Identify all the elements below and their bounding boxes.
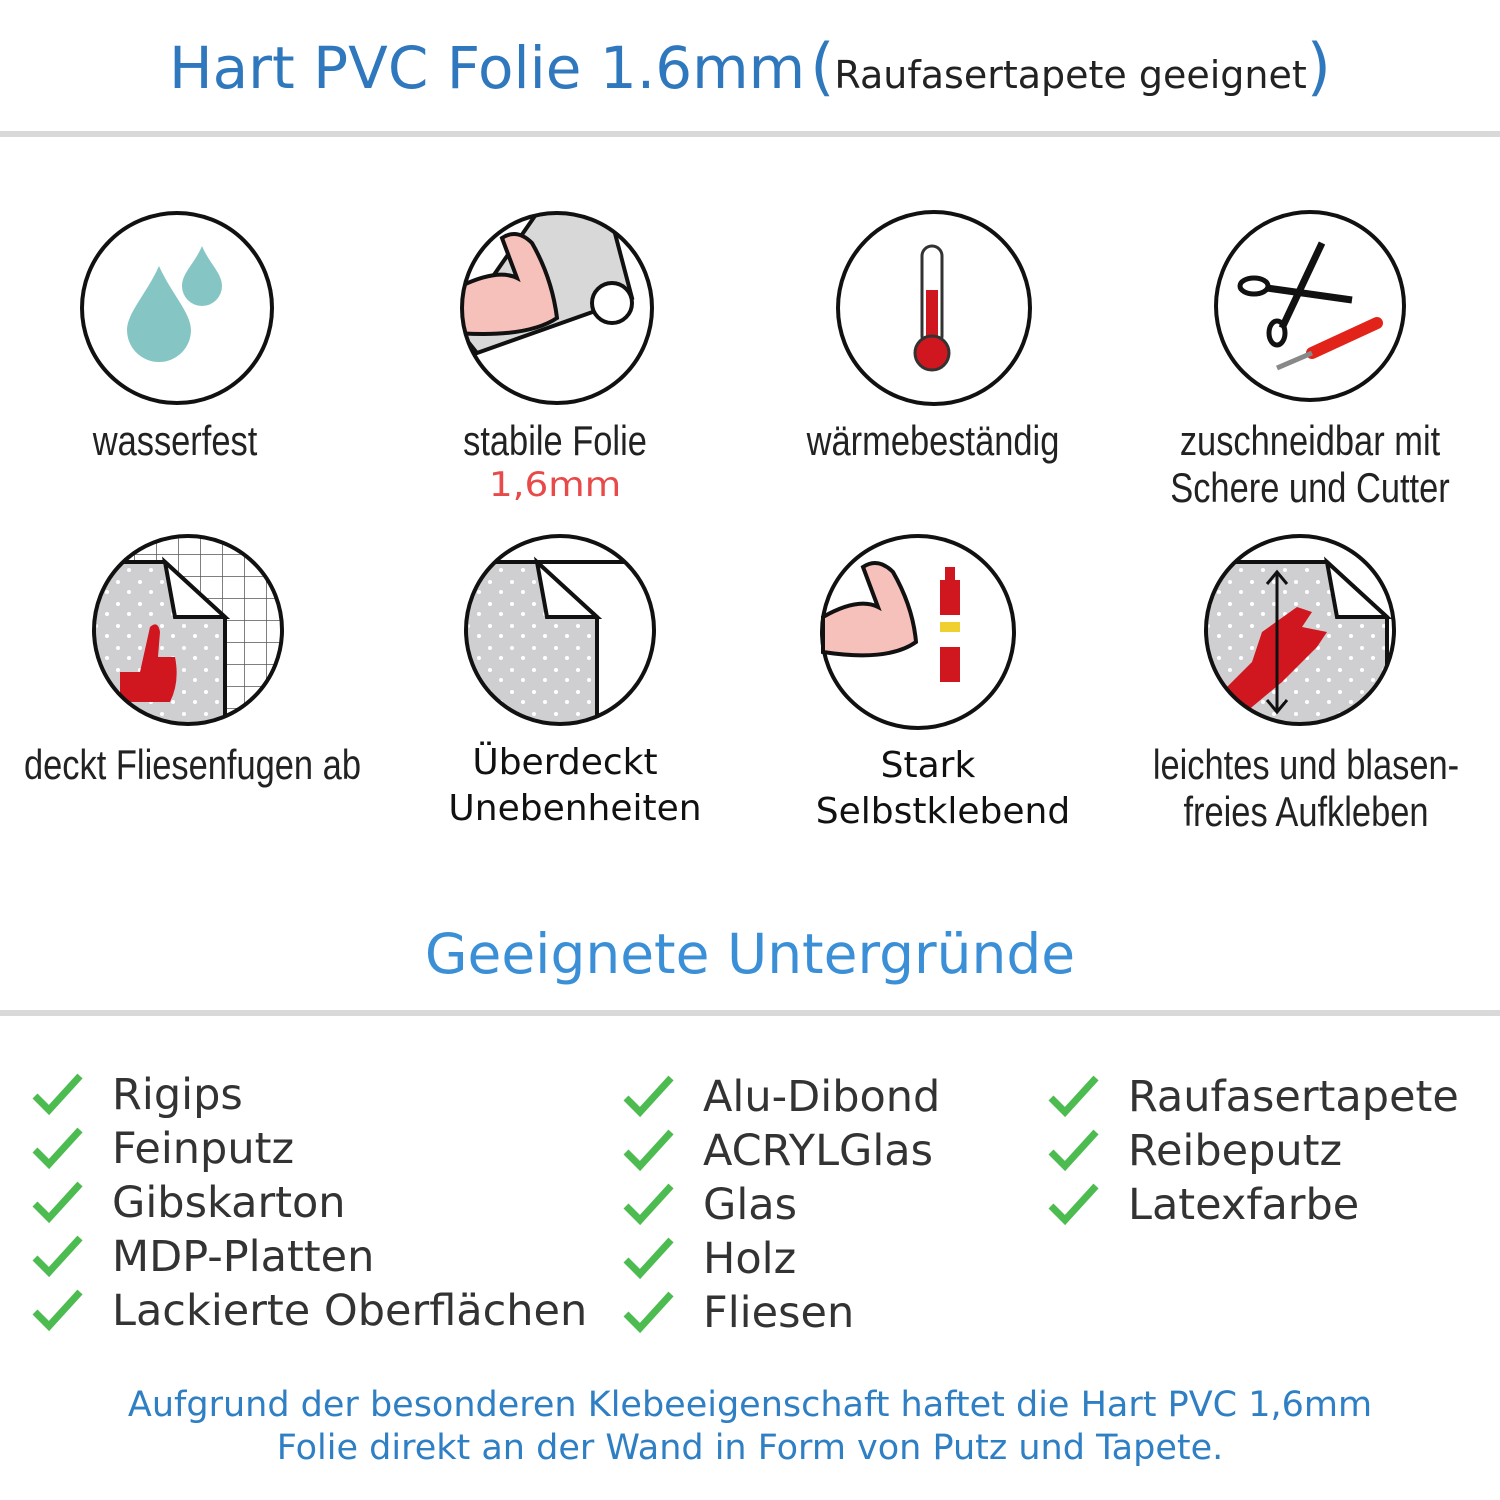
- footer-note: Aufgrund der besonderen Klebeeigenschaft…: [127, 1385, 1373, 1468]
- surface-item: Gibskarton: [32, 1176, 587, 1230]
- surface-label: ACRYLGlas: [703, 1126, 934, 1176]
- surface-item: Alu-Dibond: [623, 1070, 940, 1124]
- surface-item: Reibeputz: [1048, 1124, 1459, 1178]
- surface-label: Raufasertapete: [1128, 1072, 1459, 1122]
- feature-label-stabile-folie: stabile Folie: [463, 417, 647, 464]
- divider: [0, 131, 1500, 137]
- surface-label: Fliesen: [703, 1288, 855, 1338]
- surfaces-column-3: Raufasertapete Reibeputz Latexfarbe: [1048, 1070, 1459, 1232]
- check-icon: [623, 1129, 674, 1172]
- page-title: Hart PVC Folie 1.6mm (Raufasertapete gee…: [168, 30, 1331, 103]
- arm-glue-icon: [820, 534, 1016, 730]
- check-icon: [32, 1181, 83, 1224]
- feature-label-zuschneidbar-2: Schere und Cutter: [1170, 464, 1450, 511]
- divider: [0, 1010, 1500, 1016]
- feature-label-leichtes: leichtes und blasen-: [1152, 741, 1460, 788]
- check-icon: [32, 1235, 83, 1278]
- thermometer-icon: [836, 210, 1032, 406]
- tile-thumbs-up-icon: [92, 534, 284, 726]
- surface-label: MDP-Platten: [112, 1232, 375, 1282]
- surface-label: Gibskarton: [112, 1178, 346, 1228]
- surface-item: Fliesen: [623, 1286, 940, 1340]
- feature-label-waermebestaendig: wärmebeständig: [806, 417, 1060, 464]
- feature-sublabel-thickness: 1,6mm: [488, 465, 622, 505]
- check-icon: [32, 1073, 83, 1116]
- surface-item: Glas: [623, 1178, 940, 1232]
- surface-label: Feinputz: [112, 1124, 295, 1174]
- surface-label: Holz: [703, 1234, 797, 1284]
- surface-item: Rigips: [32, 1068, 587, 1122]
- surface-item: Lackierte Oberflächen: [32, 1284, 587, 1338]
- surface-item: MDP-Platten: [32, 1230, 587, 1284]
- feature-label-selbstklebend: Selbstklebend: [815, 791, 1071, 832]
- water-drops-icon: [80, 211, 274, 405]
- surface-item: Latexfarbe: [1048, 1178, 1459, 1232]
- feature-label-zuschneidbar: zuschneidbar mit: [1179, 417, 1441, 464]
- feature-label-blasenfrei: freies Aufkleben: [1183, 788, 1429, 835]
- scissors-cutter-icon: [1214, 210, 1406, 402]
- check-icon: [623, 1183, 674, 1226]
- check-icon: [1048, 1129, 1099, 1172]
- check-icon: [623, 1237, 674, 1280]
- check-icon: [623, 1291, 674, 1334]
- strong-arm-foil-icon: [460, 211, 654, 405]
- foil-peel-icon: [464, 534, 656, 726]
- surface-label: Reibeputz: [1128, 1126, 1343, 1176]
- check-icon: [32, 1127, 83, 1170]
- surface-label: Glas: [703, 1180, 798, 1230]
- section-title: Geeignete Untergründe: [424, 922, 1076, 986]
- surface-label: Lackierte Oberflächen: [112, 1286, 588, 1336]
- feature-label-unebenheiten: Unebenheiten: [448, 788, 702, 829]
- surface-item: Holz: [623, 1232, 940, 1286]
- check-icon: [1048, 1075, 1099, 1118]
- feature-label-stark: Stark: [880, 745, 976, 786]
- hand-smooth-icon: [1204, 534, 1396, 726]
- surface-item: Raufasertapete: [1048, 1070, 1459, 1124]
- surface-item: Feinputz: [32, 1122, 587, 1176]
- surface-label: Latexfarbe: [1128, 1180, 1360, 1230]
- check-icon: [32, 1289, 83, 1332]
- feature-label-ueberdeckt: Überdeckt: [472, 742, 658, 783]
- subtitle: Raufasertapete geeignet: [834, 53, 1307, 97]
- check-icon: [623, 1075, 674, 1118]
- surfaces-column-2: Alu-Dibond ACRYLGlas Glas Holz Fliesen: [623, 1070, 940, 1340]
- check-icon: [1048, 1183, 1099, 1226]
- feature-label-fliesenfugen: deckt Fliesenfugen ab: [24, 741, 361, 788]
- surfaces-column-1: Rigips Feinputz Gibskarton MDP-Platten Lacki…: [32, 1068, 587, 1338]
- feature-label-wasserfest: wasserfest: [92, 417, 258, 464]
- surface-item: ACRYLGlas: [623, 1124, 940, 1178]
- surface-label: Rigips: [112, 1070, 243, 1120]
- surface-label: Alu-Dibond: [703, 1072, 941, 1122]
